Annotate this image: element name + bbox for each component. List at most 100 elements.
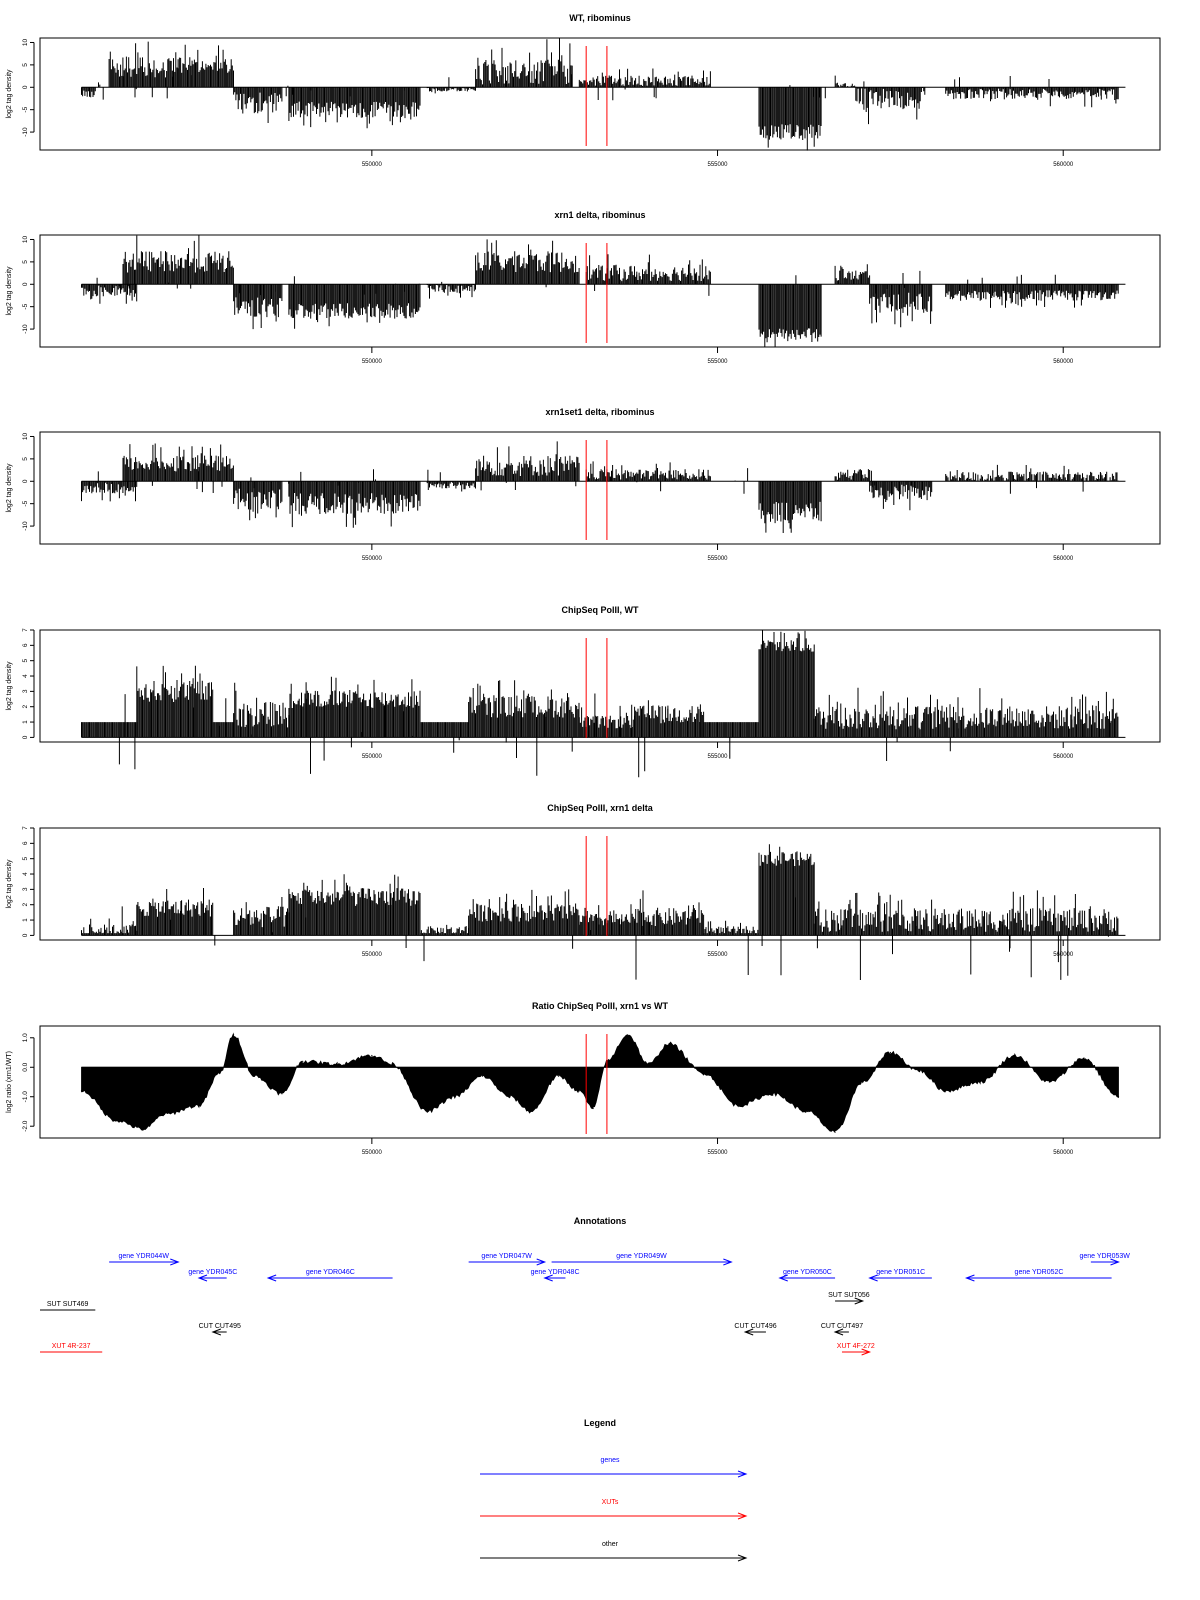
signal-segment [288, 87, 421, 129]
ratio-point [889, 1051, 891, 1054]
signal-bars [758, 844, 815, 936]
plot-frame [39, 431, 1161, 545]
signal-bars [869, 284, 933, 328]
y-tick-label: 0 [22, 85, 29, 89]
signal-segment [233, 897, 290, 936]
y-tick-label: 5 [22, 63, 29, 67]
signal-bars [475, 441, 580, 482]
ratio-point [426, 1110, 428, 1113]
x-tick-label: 560000 [1053, 952, 1074, 958]
signal-segment [288, 284, 421, 329]
ratio-point [454, 1096, 456, 1098]
signal-bars [288, 284, 421, 329]
feature-label: gene YDR048C [531, 1269, 580, 1276]
legend-arrow-head [737, 1512, 748, 1520]
signal-bars [468, 680, 580, 738]
x-tick-label: 550000 [362, 754, 383, 760]
panel-title: Ratio ChipSeq PolII, xrn1 vs WT [532, 1001, 669, 1011]
plot-frame [39, 234, 1161, 348]
signal-bars [468, 889, 580, 936]
ratio-point [253, 1075, 255, 1077]
signal-segment [585, 461, 711, 482]
signal-segment [81, 918, 138, 936]
signal-bars [233, 87, 283, 123]
arrow-head [868, 1274, 878, 1282]
ratio-point [336, 1063, 338, 1065]
signal-bars [813, 890, 1119, 936]
ratio-point [979, 1081, 981, 1083]
signal-segment [758, 481, 822, 533]
signal-segment [834, 469, 871, 482]
signal-bars [81, 918, 138, 936]
y-axis-label: log2 tag density [6, 859, 13, 909]
signal-bars [108, 41, 179, 88]
x-tick-label: 550000 [362, 1150, 383, 1156]
annotation-feature: gene YDR045C [188, 1269, 237, 1282]
signal-segment [426, 284, 476, 299]
signal-bars [136, 665, 214, 738]
annotation-feature: SUT SUT469 [40, 1301, 96, 1311]
annotation-feature: gene YDR047W [468, 1253, 547, 1266]
signal-bars [869, 481, 933, 511]
signal-bars [81, 284, 138, 304]
panel-title: xrn1set1 delta, ribominus [545, 407, 654, 417]
y-tick-label: -5 [22, 500, 29, 506]
annotation-feature: gene YDR048C [531, 1269, 580, 1282]
signal-bars [136, 888, 214, 936]
signal-bars [703, 722, 760, 738]
y-tick-label: -2.0 [22, 1120, 29, 1132]
signal-bars [419, 924, 469, 936]
track-panel: Ratio ChipSeq PolII, xrn1 vs WT log2 rati… [6, 1001, 1161, 1156]
ratio-point [557, 1075, 560, 1077]
legend-arrow-head [737, 1554, 748, 1562]
track-panel: xrn1set1 delta, ribominus log2 tag densit… [6, 407, 1161, 562]
signal-bars [288, 676, 421, 738]
ratio-area [81, 1032, 1119, 1133]
plot-frame [39, 1025, 1161, 1139]
signal-bars [834, 82, 857, 88]
signal-segment [136, 888, 214, 936]
y-tick-label: 1 [22, 918, 29, 922]
feature-label: SUT SUT469 [47, 1301, 89, 1308]
y-tick-label: 5 [22, 260, 29, 264]
signal-segment [703, 920, 760, 936]
signal-segment [945, 464, 1119, 482]
annotation-feature: gene YDR050C [778, 1269, 836, 1282]
track-panel: ChipSeq PolII, xrn1 delta log2 tag densit… [6, 803, 1161, 980]
feature-label: gene YDR053W [1079, 1253, 1130, 1260]
ratio-point [198, 1104, 200, 1107]
signal-segment [136, 665, 214, 738]
ratio-point [281, 1093, 283, 1095]
data-marks [81, 38, 1126, 151]
signal-bars [634, 898, 705, 936]
track-panel: WT, ribominus log2 tag density -10 -5 0 5 10 55… [6, 13, 1161, 168]
signal-bars [578, 707, 635, 738]
annotation-feature: XUT 4F-272 [837, 1343, 875, 1356]
signal-segment [122, 235, 234, 285]
annotation-feature: CUT CUT496 [734, 1323, 777, 1336]
signal-segment [475, 239, 580, 285]
arrow-head [723, 1258, 733, 1266]
annotation-feature: CUT CUT495 [199, 1323, 241, 1336]
signal-bars [475, 38, 573, 88]
signal-bars [855, 87, 926, 125]
arrow-head [1110, 1258, 1120, 1266]
signal-segment [468, 889, 580, 936]
signal-bars [426, 284, 476, 299]
annotation-feature: gene YDR046C [266, 1269, 393, 1282]
annotation-feature: gene YDR051C [868, 1269, 932, 1282]
signal-bars [945, 87, 1119, 108]
signal-bars [426, 481, 476, 492]
ratio-point [143, 1128, 145, 1130]
ratio-point [647, 1063, 649, 1065]
feature-label: gene YDR045C [188, 1269, 237, 1276]
ratio-point [115, 1119, 117, 1121]
legend-label: other [602, 1541, 619, 1548]
y-tick-label: 3 [22, 689, 29, 693]
ratio-point [163, 1113, 166, 1116]
ratio-point [1083, 1057, 1085, 1060]
plot-frame [39, 827, 1161, 941]
ratio-point [481, 1075, 484, 1077]
signal-bars [81, 87, 96, 98]
